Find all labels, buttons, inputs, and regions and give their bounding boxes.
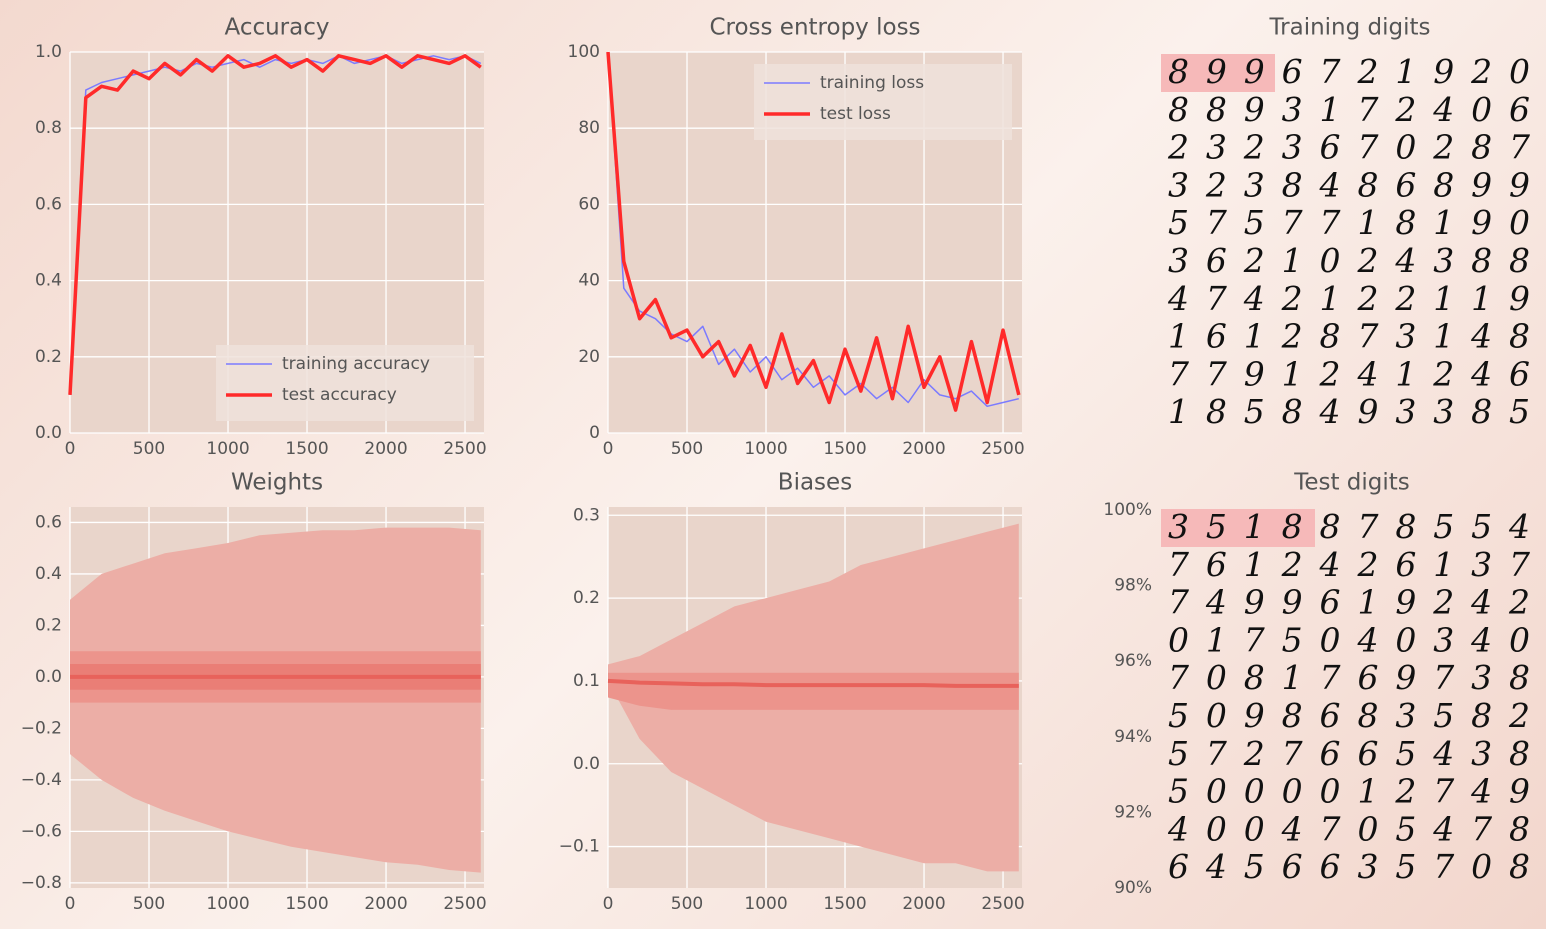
x-tick-label: 2500 (443, 439, 486, 459)
digit-row: 3621024388 (1168, 241, 1530, 280)
y-tick-label: 0.8 (35, 118, 62, 138)
y-tick-label: 0.2 (35, 347, 62, 367)
x-tick-label: 2000 (364, 439, 407, 459)
y-tick-label: 0.0 (35, 423, 62, 443)
x-tick-label: 500 (671, 894, 703, 914)
y-tick-label: 0.4 (35, 271, 62, 291)
y-tick-label: 0.6 (35, 194, 62, 214)
chart-title: Biases (778, 470, 852, 496)
y-tick-label: 0.0 (573, 754, 600, 774)
digit-row: 5727665438 (1168, 734, 1530, 773)
digit-row: 0175040340 (1168, 620, 1530, 659)
y-tick-label: 40 (578, 271, 600, 291)
y-tick-label: −0.1 (559, 837, 600, 857)
y-tick-label: 0.0 (35, 667, 62, 687)
digit-row: 7612426137 (1168, 545, 1530, 584)
y-tick-label: 98% (1114, 576, 1152, 596)
digit-row: 6456635708 (1168, 847, 1530, 886)
y-tick-label: 90% (1114, 878, 1152, 898)
x-tick-label: 1500 (823, 439, 866, 459)
y-tick-label: 100% (1103, 500, 1152, 520)
dashboard: Training digits Test digits Accuracy 0 500… (0, 0, 1546, 929)
digit-row: 5000012749 (1168, 772, 1530, 811)
y-tick-label: 94% (1114, 727, 1152, 747)
x-tick-label: 1500 (823, 894, 866, 914)
x-tick-label: 1000 (206, 894, 249, 914)
chart-title: Weights (231, 470, 323, 496)
x-tick-label: 1500 (285, 894, 328, 914)
digit-row: 3238486899 (1168, 165, 1530, 204)
y-tick-label: 0.2 (573, 588, 600, 608)
y-tick-label: 92% (1114, 802, 1152, 822)
y-tick-label: −0.2 (21, 718, 62, 738)
digit-row: 5757718190 (1168, 203, 1530, 242)
panel-title: Training digits (1268, 15, 1430, 41)
digit-row: 8996721920 (1168, 52, 1530, 91)
y-tick-label: 1.0 (35, 42, 62, 62)
y-tick-label: 96% (1114, 651, 1152, 671)
band (608, 673, 1019, 710)
legend-label: training accuracy (282, 354, 430, 374)
y-tick-label: 0.3 (573, 505, 600, 525)
y-tick-label: 0.1 (573, 671, 600, 691)
y-tick-label: 0 (589, 423, 600, 443)
y-tick-label: 20 (578, 347, 600, 367)
digit-row: 5098683582 (1168, 696, 1530, 735)
x-tick-label: 0 (65, 894, 76, 914)
y-tick-label: −0.8 (21, 873, 62, 893)
x-tick-label: 1000 (744, 894, 787, 914)
digit-row: 7499619242 (1168, 583, 1530, 622)
panel-title: Test digits (1293, 470, 1410, 496)
y-tick-label: 80 (578, 118, 600, 138)
digit-row: 7081769738 (1168, 658, 1530, 697)
x-tick-label: 2500 (443, 894, 486, 914)
y-tick-label: 0.6 (35, 512, 62, 532)
x-tick-label: 0 (65, 439, 76, 459)
x-tick-label: 2500 (981, 439, 1024, 459)
x-tick-label: 2000 (364, 894, 407, 914)
legend-label: training loss (820, 73, 924, 93)
digit-row: 1858493385 (1168, 392, 1530, 431)
x-tick-label: 2000 (902, 439, 945, 459)
y-tick-label: −0.6 (21, 821, 62, 841)
digit-row: 7791241246 (1168, 354, 1530, 393)
x-tick-label: 1000 (206, 439, 249, 459)
digit-row: 8893172406 (1168, 90, 1530, 129)
y-tick-label: 100 (568, 42, 600, 62)
x-tick-label: 500 (133, 894, 165, 914)
digit-row: 3518878554 (1168, 507, 1530, 546)
legend-label: test loss (820, 104, 891, 124)
y-tick-label: 0.4 (35, 564, 62, 584)
digit-row: 4742122119 (1167, 279, 1530, 318)
chart-title: Accuracy (224, 15, 329, 41)
x-tick-label: 2500 (981, 894, 1024, 914)
x-tick-label: 500 (133, 439, 165, 459)
digit-row: 1612873148 (1168, 317, 1530, 356)
digit-row: 4004705478 (1167, 809, 1530, 848)
legend-label: test accuracy (282, 385, 397, 405)
y-tick-label: 60 (578, 194, 600, 214)
y-tick-label: −0.4 (21, 770, 62, 790)
x-tick-label: 1000 (744, 439, 787, 459)
x-tick-label: 0 (603, 439, 614, 459)
y-tick-label: 0.2 (35, 615, 62, 635)
x-tick-label: 1500 (285, 439, 328, 459)
digit-row: 2323670287 (1167, 128, 1530, 167)
x-tick-label: 0 (603, 894, 614, 914)
chart-title: Cross entropy loss (709, 15, 920, 41)
x-tick-label: 500 (671, 439, 703, 459)
x-tick-label: 2000 (902, 894, 945, 914)
